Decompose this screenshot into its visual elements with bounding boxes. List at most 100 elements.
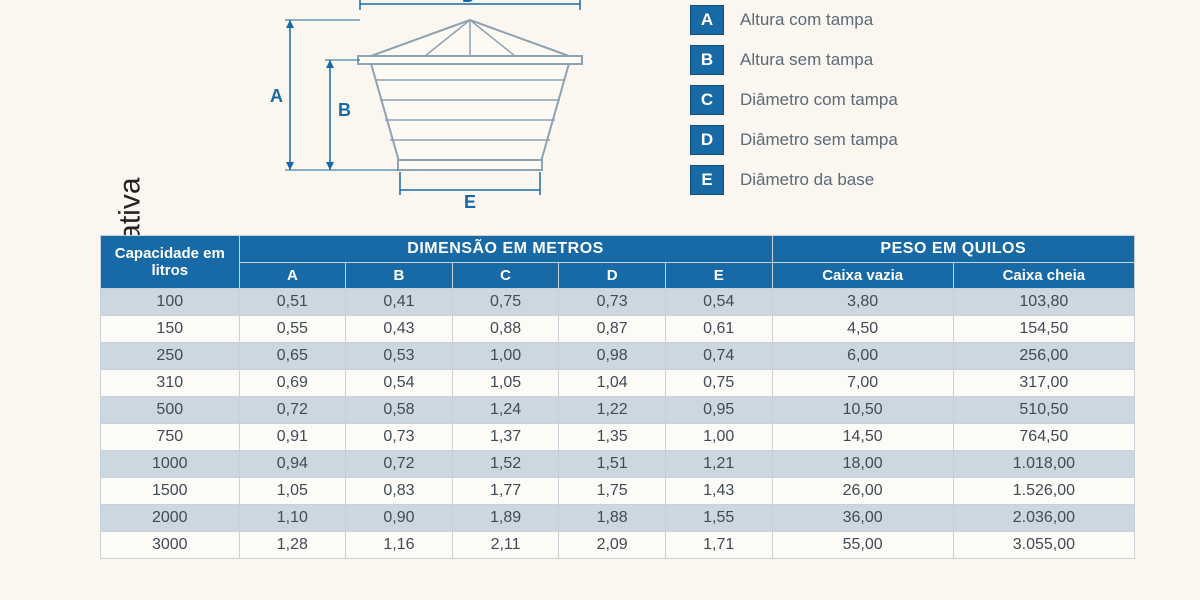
legend-row: A Altura com tampa <box>690 5 1120 35</box>
th-a: A <box>239 263 346 289</box>
cell-cap: 250 <box>101 343 240 370</box>
table-row: 10000,940,721,521,511,2118,001.018,00 <box>101 451 1135 478</box>
cell-e: 1,71 <box>665 532 772 559</box>
cell-d: 1,51 <box>559 451 666 478</box>
cell-d: 1,75 <box>559 478 666 505</box>
th-c: C <box>452 263 559 289</box>
cell-vazia: 6,00 <box>772 343 953 370</box>
cell-vazia: 26,00 <box>772 478 953 505</box>
table-row: 5000,720,581,241,220,9510,50510,50 <box>101 397 1135 424</box>
legend-row: E Diâmetro da base <box>690 165 1120 195</box>
cell-c: 1,37 <box>452 424 559 451</box>
cell-cap: 1500 <box>101 478 240 505</box>
cell-b: 0,54 <box>346 370 453 397</box>
cell-cheia: 154,50 <box>953 316 1134 343</box>
th-d: D <box>559 263 666 289</box>
th-cheia: Caixa cheia <box>953 263 1134 289</box>
cell-cheia: 103,80 <box>953 289 1134 316</box>
cell-e: 0,54 <box>665 289 772 316</box>
legend-row: D Diâmetro sem tampa <box>690 125 1120 155</box>
cell-b: 0,41 <box>346 289 453 316</box>
cell-d: 1,88 <box>559 505 666 532</box>
cell-b: 0,58 <box>346 397 453 424</box>
cell-e: 0,95 <box>665 397 772 424</box>
cell-cap: 100 <box>101 289 240 316</box>
cell-cheia: 1.526,00 <box>953 478 1134 505</box>
cell-a: 0,65 <box>239 343 346 370</box>
cell-b: 0,53 <box>346 343 453 370</box>
legend-badge-e: E <box>690 165 724 195</box>
cell-b: 0,90 <box>346 505 453 532</box>
table-row: 20001,100,901,891,881,5536,002.036,00 <box>101 505 1135 532</box>
cell-c: 1,89 <box>452 505 559 532</box>
cell-e: 1,00 <box>665 424 772 451</box>
cell-cap: 150 <box>101 316 240 343</box>
cell-a: 1,28 <box>239 532 346 559</box>
cell-cheia: 3.055,00 <box>953 532 1134 559</box>
th-b: B <box>346 263 453 289</box>
legend-text: Diâmetro sem tampa <box>740 130 898 150</box>
dimensions-table: Capacidade em litros DIMENSÃO EM METROS … <box>100 235 1135 559</box>
cell-e: 0,61 <box>665 316 772 343</box>
cell-d: 1,35 <box>559 424 666 451</box>
cell-b: 0,43 <box>346 316 453 343</box>
cell-e: 0,75 <box>665 370 772 397</box>
dim-label-e: E <box>464 192 476 213</box>
cell-e: 1,21 <box>665 451 772 478</box>
cell-e: 1,43 <box>665 478 772 505</box>
cell-c: 0,75 <box>452 289 559 316</box>
table-row: 2500,650,531,000,980,746,00256,00 <box>101 343 1135 370</box>
cell-d: 0,73 <box>559 289 666 316</box>
cell-c: 1,00 <box>452 343 559 370</box>
cell-a: 0,91 <box>239 424 346 451</box>
legend-row: C Diâmetro com tampa <box>690 85 1120 115</box>
cell-cap: 750 <box>101 424 240 451</box>
cell-b: 0,72 <box>346 451 453 478</box>
cell-a: 0,55 <box>239 316 346 343</box>
cell-c: 1,24 <box>452 397 559 424</box>
cell-cap: 3000 <box>101 532 240 559</box>
legend-badge-c: C <box>690 85 724 115</box>
cell-e: 0,74 <box>665 343 772 370</box>
th-group-dim: DIMENSÃO EM METROS <box>239 236 772 263</box>
cell-a: 0,69 <box>239 370 346 397</box>
cell-cap: 310 <box>101 370 240 397</box>
legend-text: Diâmetro da base <box>740 170 874 190</box>
cell-d: 1,04 <box>559 370 666 397</box>
table-row: 7500,910,731,371,351,0014,50764,50 <box>101 424 1135 451</box>
legend-text: Altura sem tampa <box>740 50 873 70</box>
dim-label-b: B <box>338 100 351 121</box>
legend-row: B Altura sem tampa <box>690 45 1120 75</box>
table-row: 3100,690,541,051,040,757,00317,00 <box>101 370 1135 397</box>
table-row: 15001,050,831,771,751,4326,001.526,00 <box>101 478 1135 505</box>
cell-a: 1,10 <box>239 505 346 532</box>
cell-a: 0,72 <box>239 397 346 424</box>
legend-text: Altura com tampa <box>740 10 873 30</box>
cell-a: 0,51 <box>239 289 346 316</box>
cell-vazia: 18,00 <box>772 451 953 478</box>
cell-cheia: 317,00 <box>953 370 1134 397</box>
cell-cheia: 2.036,00 <box>953 505 1134 532</box>
table-row: 30001,281,162,112,091,7155,003.055,00 <box>101 532 1135 559</box>
cell-c: 2,11 <box>452 532 559 559</box>
cell-d: 1,22 <box>559 397 666 424</box>
cell-cheia: 764,50 <box>953 424 1134 451</box>
cell-vazia: 4,50 <box>772 316 953 343</box>
cell-b: 0,83 <box>346 478 453 505</box>
cell-vazia: 3,80 <box>772 289 953 316</box>
cell-a: 1,05 <box>239 478 346 505</box>
th-capacity: Capacidade em litros <box>101 236 240 289</box>
legend-badge-a: A <box>690 5 724 35</box>
cell-cheia: 510,50 <box>953 397 1134 424</box>
cell-d: 0,87 <box>559 316 666 343</box>
table-row: 1500,550,430,880,870,614,50154,50 <box>101 316 1135 343</box>
cell-b: 1,16 <box>346 532 453 559</box>
th-group-weight: PESO EM QUILOS <box>772 236 1134 263</box>
cell-c: 0,88 <box>452 316 559 343</box>
dim-label-d: D <box>462 0 475 7</box>
legend-text: Diâmetro com tampa <box>740 90 898 110</box>
cell-vazia: 55,00 <box>772 532 953 559</box>
tank-diagram: D E A B <box>220 0 640 210</box>
cell-b: 0,73 <box>346 424 453 451</box>
cell-d: 0,98 <box>559 343 666 370</box>
